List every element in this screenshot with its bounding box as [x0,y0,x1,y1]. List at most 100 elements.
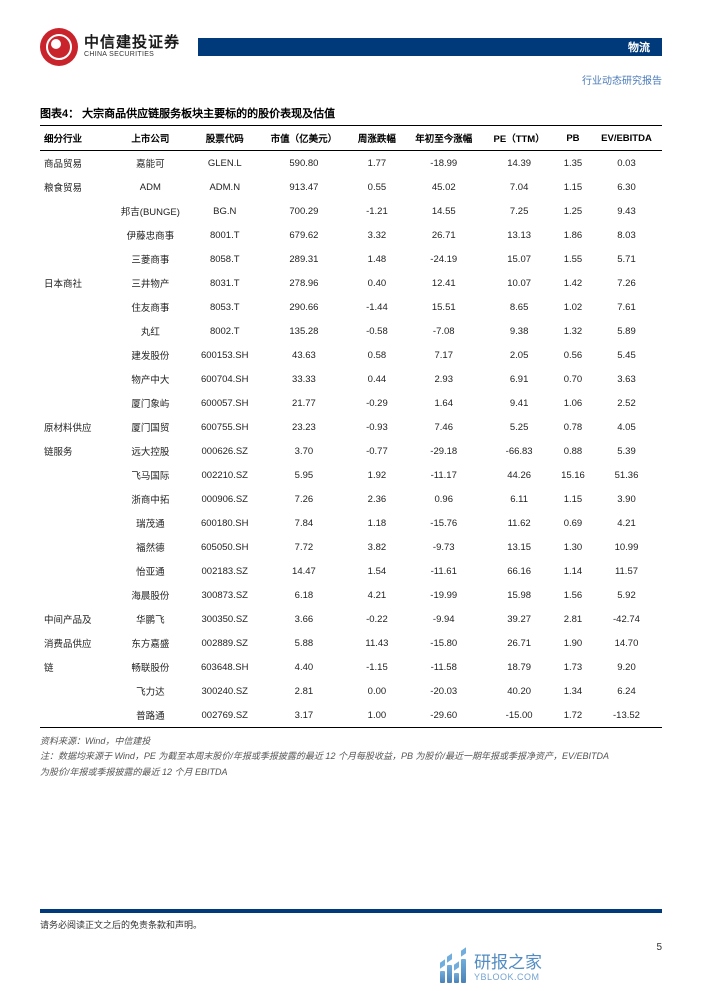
logo: 中信建投证券 CHINA SECURITIES [40,28,180,66]
table-row: 链畅联股份603648.SH4.40-1.15-11.5818.791.739.… [40,655,662,679]
data-cell: 10.99 [591,535,662,559]
table-row: 瑞茂通600180.SH7.841.18-15.7611.620.694.21 [40,511,662,535]
header-tag: 物流 [628,39,650,55]
category-cell [40,463,109,487]
data-cell: 6.11 [483,487,555,511]
data-cell: -20.03 [404,679,483,703]
data-cell: -0.58 [350,319,405,343]
data-cell: 嘉能可 [109,151,191,176]
data-cell: 1.55 [555,247,591,271]
data-cell: 9.20 [591,655,662,679]
data-cell: 278.96 [258,271,349,295]
sub-header: 行业动态研究报告 [0,66,702,87]
col-header: 股票代码 [191,126,258,151]
category-cell: 商品贸易 [40,151,109,176]
data-cell: 8002.T [191,319,258,343]
col-header: 细分行业 [40,126,109,151]
data-cell: -29.18 [404,439,483,463]
data-cell: 14.47 [258,559,349,583]
watermark: 研报之家 YBLOOK.COM [440,954,542,983]
data-cell: 7.04 [483,175,555,199]
logo-cn: 中信建投证券 [84,35,180,52]
data-cell: 600180.SH [191,511,258,535]
data-cell: 2.81 [258,679,349,703]
table-row: 普路通002769.SZ3.171.00-29.60-15.001.72-13.… [40,703,662,728]
page-footer: 请务必阅读正文之后的免责条款和声明。 [40,909,662,931]
data-cell: 913.47 [258,175,349,199]
data-cell: 1.54 [350,559,405,583]
data-cell: 物产中大 [109,367,191,391]
table-row: 住友商事8053.T290.66-1.4415.518.651.027.61 [40,295,662,319]
data-cell: 45.02 [404,175,483,199]
data-cell: 700.29 [258,199,349,223]
table-row: 飞力达300240.SZ2.810.00-20.0340.201.346.24 [40,679,662,703]
table-row: 飞马国际002210.SZ5.951.92-11.1744.2615.1651.… [40,463,662,487]
data-cell: 6.24 [591,679,662,703]
data-cell: 23.23 [258,415,349,439]
data-cell: 4.21 [350,583,405,607]
data-cell: 2.05 [483,343,555,367]
category-cell: 中间产品及 [40,607,109,631]
data-cell: 建发股份 [109,343,191,367]
data-cell: 0.56 [555,343,591,367]
data-cell: 5.71 [591,247,662,271]
data-cell: ADM [109,175,191,199]
category-cell: 日本商社 [40,271,109,295]
data-cell: -15.76 [404,511,483,535]
data-cell: 7.46 [404,415,483,439]
data-cell: 7.72 [258,535,349,559]
data-cell: 33.33 [258,367,349,391]
data-cell: 66.16 [483,559,555,583]
data-cell: 8.03 [591,223,662,247]
data-cell: -9.94 [404,607,483,631]
category-cell [40,295,109,319]
data-cell: 6.18 [258,583,349,607]
data-cell: 丸红 [109,319,191,343]
category-cell [40,703,109,728]
note-2: 为股价/年报或季报披露的最近 12 个月 EBITDA [40,765,662,780]
watermark-en: YBLOOK.COM [474,973,542,983]
data-cell: 0.70 [555,367,591,391]
data-cell: 7.61 [591,295,662,319]
data-cell: -0.77 [350,439,405,463]
data-cell: 14.70 [591,631,662,655]
data-cell: 海晨股份 [109,583,191,607]
data-cell: 600153.SH [191,343,258,367]
category-cell: 链 [40,655,109,679]
data-cell: ADM.N [191,175,258,199]
table-row: 建发股份600153.SH43.630.587.172.050.565.45 [40,343,662,367]
col-header: PB [555,126,591,151]
data-cell: 1.64 [404,391,483,415]
data-cell: 0.03 [591,151,662,176]
category-cell [40,559,109,583]
data-cell: 002889.SZ [191,631,258,655]
data-cell: 1.42 [555,271,591,295]
data-cell: 15.16 [555,463,591,487]
table-row: 日本商社三井物产8031.T278.960.4012.4110.071.427.… [40,271,662,295]
col-header: PE（TTM） [483,126,555,151]
data-cell: 600755.SH [191,415,258,439]
watermark-bar [454,973,459,983]
data-cell: 1.73 [555,655,591,679]
data-cell: 5.88 [258,631,349,655]
watermark-cn: 研报之家 [474,954,542,973]
category-cell: 链服务 [40,439,109,463]
data-cell: 飞力达 [109,679,191,703]
data-cell: 2.93 [404,367,483,391]
category-cell [40,343,109,367]
data-cell: 44.26 [483,463,555,487]
logo-icon [40,28,78,66]
data-cell: 1.06 [555,391,591,415]
data-cell: 000626.SZ [191,439,258,463]
data-cell: 三井物产 [109,271,191,295]
data-cell: GLEN.L [191,151,258,176]
data-cell: 3.32 [350,223,405,247]
data-cell: 4.21 [591,511,662,535]
data-cell: 伊藤忠商事 [109,223,191,247]
data-cell: 0.00 [350,679,405,703]
data-cell: -11.61 [404,559,483,583]
data-cell: -15.80 [404,631,483,655]
col-header: EV/EBITDA [591,126,662,151]
data-cell: 3.70 [258,439,349,463]
data-cell: 普路通 [109,703,191,728]
